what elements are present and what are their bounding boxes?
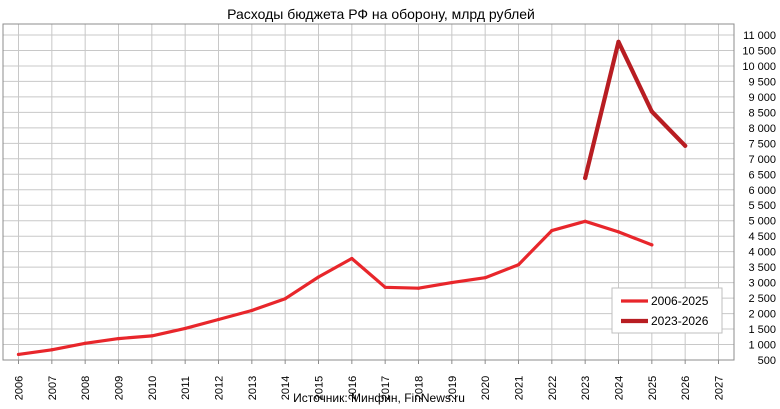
y-tick-label: 9 500 [748,76,776,88]
y-tick-label: 1 000 [748,340,776,352]
y-tick-label: 5 500 [748,200,776,212]
legend-box [611,287,723,334]
y-tick-label: 10 000 [742,61,776,73]
x-tick-label: 2021 [514,376,526,400]
data-point-2006-2025 [583,219,587,223]
x-axis: 2006 2007 2008 2009 2010 2011 2012 2013 2014 2015… [14,360,726,400]
y-tick-label: 500 [758,355,776,367]
data-point-2006-2025 [550,229,554,233]
data-point-2006-2025 [516,263,521,267]
data-point-2006-2025 [483,276,487,280]
y-tick-label: 4 000 [748,247,776,259]
data-point-2006-2025 [250,308,254,313]
data-point-2023-2026 [683,143,688,148]
data-point-2023-2026 [649,109,654,114]
legend-label-2023-2026: 2023-2026 [651,314,709,328]
series-line-2023-2026 [583,39,688,181]
data-point-2006-2025 [316,275,321,279]
x-tick-label: 2027 [714,376,726,400]
x-tick-label: 2007 [47,376,59,400]
y-tick-label: 1 500 [748,324,776,336]
x-tick-label: 2010 [147,376,159,400]
data-point-2023-2026 [616,39,621,44]
y-tick-label: 6 500 [748,169,776,181]
y-tick-label: 3 500 [748,262,776,274]
y-tick-label: 4 500 [748,231,776,243]
x-tick-label: 2014 [280,376,292,400]
grid [3,24,734,361]
y-tick-label: 6 000 [748,185,776,197]
x-tick-label: 2008 [80,376,92,400]
chart-title: Расходы бюджета РФ на оборону, млрд рубл… [227,6,535,22]
y-tick-label: 7 500 [748,138,776,150]
y-tick-label: 5 000 [748,216,776,228]
y-tick-label: 8 500 [748,107,776,119]
data-point-2006-2025 [350,256,354,261]
data-point-2006-2025 [616,230,621,234]
y-tick-label: 7 000 [748,154,776,166]
x-tick-label: 2017 [380,376,392,400]
y-axis: 500 1 000 1 500 2 000 2 500 3 000 3 500 4 000 4 … [742,30,776,367]
data-point-2006-2025 [650,243,654,247]
y-tick-label: 11 000 [743,30,776,42]
data-point-2006-2025 [83,341,87,345]
x-tick-label: 2026 [680,376,692,400]
legend: 2006-2025 2023-2026 [611,287,723,334]
x-tick-label: 2020 [480,376,492,400]
data-point-2006-2025 [150,334,154,338]
x-tick-label: 2022 [547,376,559,400]
plot-frame [2,23,735,361]
data-point-2006-2025 [16,352,21,357]
y-tick-label: 3 000 [748,278,776,290]
x-tick-label: 2023 [580,376,592,400]
source-note: Источник: Минфин, FinNews.ru [293,391,465,405]
y-tick-label: 10 500 [742,45,776,57]
y-tick-label: 9 000 [748,92,776,104]
data-point-2006-2025 [116,337,121,341]
x-tick-label: 2025 [647,376,659,400]
x-tick-label: 2012 [214,376,226,400]
data-point-2006-2025 [283,297,287,301]
series-line-2006-2025 [16,219,654,356]
x-tick-label: 2024 [614,376,626,400]
data-point-2006-2025 [50,348,54,352]
x-tick-label: 2009 [114,376,126,400]
y-tick-label: 2 500 [748,293,776,305]
data-point-2006-2025 [416,286,421,290]
data-point-2006-2025 [216,317,221,322]
data-point-2006-2025 [183,326,187,331]
x-tick-label: 2013 [247,376,259,400]
x-tick-label: 2015 [314,376,326,400]
x-tick-label: 2016 [347,376,359,400]
y-tick-label: 8 000 [748,123,776,135]
x-tick-label: 2018 [414,376,426,400]
series-layer [16,39,688,357]
x-tick-label: 2019 [447,376,459,400]
x-tick-label: 2006 [14,376,26,400]
y-tick-label: 2 000 [748,309,776,321]
data-point-2023-2026 [583,175,588,181]
data-point-2006-2025 [383,285,387,289]
data-point-2006-2025 [450,281,454,285]
legend-label-2006-2025: 2006-2025 [651,294,709,308]
x-tick-label: 2011 [180,376,192,400]
